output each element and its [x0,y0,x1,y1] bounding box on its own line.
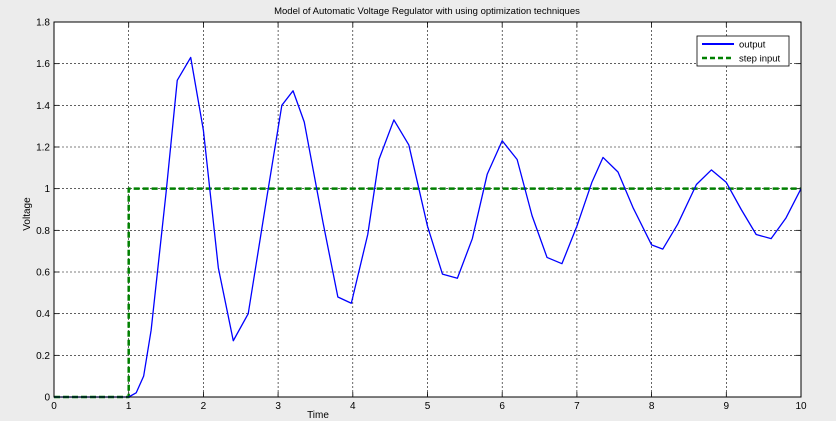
y-tick-label: 0.2 [36,351,50,362]
legend-box [696,35,790,67]
x-tick-label: 8 [649,401,655,412]
plot-frame [53,21,802,398]
y-tick-label: 1.6 [36,59,50,70]
legend: output step input [696,35,790,67]
x-tick-label: 6 [499,401,505,412]
x-tick-label: 4 [350,401,356,412]
y-tick-label: 1.8 [36,18,50,29]
y-tick-label: 0.4 [36,309,50,320]
legend-label-output: output [739,40,766,51]
x-tick-label: 1 [126,401,132,412]
x-tick-label: 5 [425,401,431,412]
y-tick-label: 0 [44,393,50,404]
chart-title: Model of Automatic Voltage Regulator wit… [274,6,580,17]
y-tick-label: 1.4 [36,101,50,112]
y-tick-label: 1.2 [36,143,50,154]
x-tick-label: 7 [574,401,580,412]
series-line-output [54,56,802,398]
x-tick-label: 9 [724,401,730,412]
x-tick-label: 10 [795,401,807,412]
x-tick-label: 2 [201,401,207,412]
y-axis-label: Voltage [22,197,33,231]
x-tick-label: 0 [51,401,57,412]
x-axis-label: Time [307,410,329,421]
y-tick-label: 0.6 [36,268,50,279]
y-tick-label: 0.8 [36,226,50,237]
x-tick-label: 3 [275,401,281,412]
y-tick-label: 1 [44,184,50,195]
legend-label-step-input: step input [739,54,781,65]
